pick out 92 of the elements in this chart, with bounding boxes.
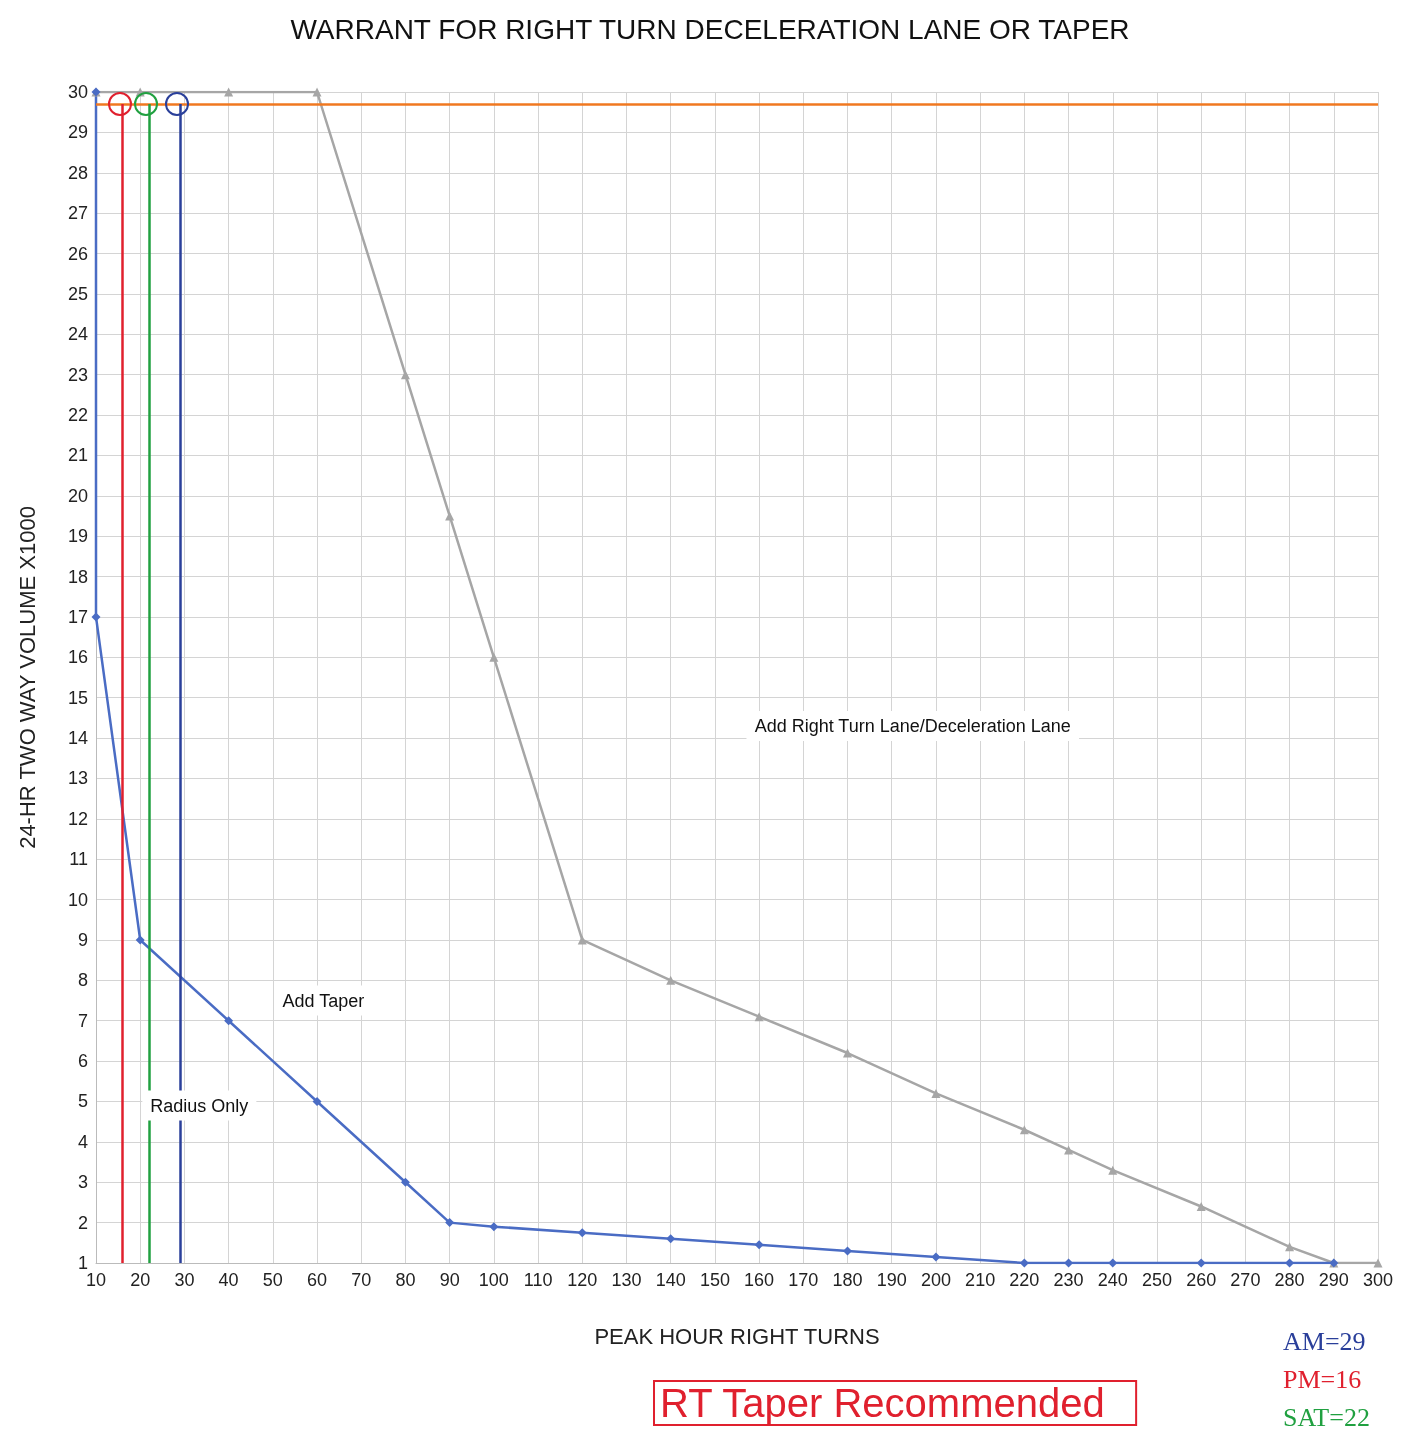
x-tick-label: 180 — [832, 1270, 863, 1290]
x-tick-label: 120 — [567, 1270, 598, 1290]
x-tick-label: 60 — [307, 1270, 328, 1290]
x-tick-label: 80 — [395, 1270, 416, 1290]
y-axis-title: 24-HR TWO WAY VOLUME X1000 — [14, 506, 40, 849]
x-tick-label: 100 — [478, 1270, 509, 1290]
y-tick-label: 25 — [67, 283, 88, 304]
y-tick-label: 11 — [69, 849, 88, 870]
y-tick-label: 24 — [67, 324, 88, 345]
x-tick-label: 220 — [1009, 1270, 1040, 1290]
point — [931, 1252, 941, 1262]
point — [1108, 1165, 1118, 1175]
ref-line-label: AM=29 — [1283, 1326, 1366, 1356]
x-tick-label: 110 — [523, 1270, 553, 1290]
y-tick-label: 2 — [77, 1212, 88, 1233]
y-tick-label: 10 — [67, 889, 88, 910]
annotation: Add Right Turn Lane/Deceleration Lane — [754, 715, 1071, 736]
annotation: Add Taper — [282, 990, 365, 1011]
x-tick-label: 20 — [130, 1270, 151, 1290]
x-tick-label: 70 — [351, 1270, 372, 1290]
y-tick-label: 13 — [67, 768, 88, 789]
point — [91, 612, 101, 622]
y-tick-label: 20 — [67, 485, 88, 506]
x-tick-label: 190 — [876, 1270, 907, 1290]
y-tick-label: 4 — [77, 1131, 88, 1152]
point — [312, 1096, 322, 1106]
x-tick-label: 150 — [699, 1270, 730, 1290]
ref-line-label: PM=16 — [1283, 1364, 1362, 1394]
point — [1373, 1258, 1383, 1268]
x-tick-label: 160 — [744, 1270, 775, 1290]
x-axis-title: PEAK HOUR RIGHT TURNS — [594, 1323, 880, 1349]
point — [224, 87, 234, 97]
x-tick-label: 270 — [1230, 1270, 1261, 1290]
point — [1196, 1258, 1206, 1268]
point — [843, 1048, 853, 1058]
point — [312, 87, 322, 97]
point — [135, 935, 145, 945]
y-tick-label: 28 — [67, 162, 88, 183]
point — [400, 1177, 410, 1187]
point — [754, 1240, 764, 1250]
x-tick-label: 260 — [1186, 1270, 1217, 1290]
x-tick-label: 200 — [920, 1270, 951, 1290]
x-tick-label: 250 — [1141, 1270, 1172, 1290]
y-tick-label: 15 — [67, 687, 88, 708]
point — [1196, 1201, 1206, 1211]
ref-line-label: SAT=22 — [1283, 1402, 1370, 1432]
y-tick-label: 22 — [67, 405, 88, 426]
x-tick-label: 230 — [1053, 1270, 1084, 1290]
point — [489, 652, 499, 662]
x-tick-label: 280 — [1274, 1270, 1305, 1290]
y-tick-label: 1 — [77, 1253, 88, 1273]
y-tick-label: 27 — [67, 203, 88, 224]
x-tick-label: 240 — [1097, 1270, 1128, 1290]
y-tick-label: 3 — [77, 1172, 88, 1193]
point — [489, 1222, 499, 1232]
y-tick-label: 16 — [67, 647, 88, 668]
y-tick-label: 19 — [67, 526, 88, 547]
chart-title: WARRANT FOR RIGHT TURN DECELERATION LANE OR TAPER — [290, 13, 1130, 45]
x-tick-label: 50 — [262, 1270, 283, 1290]
y-tick-label: 8 — [77, 970, 88, 991]
y-tick-label: 14 — [67, 728, 88, 749]
x-tick-label: 30 — [174, 1270, 195, 1290]
y-tick-label: 17 — [67, 606, 88, 627]
y-tick-label: 9 — [77, 929, 88, 950]
point — [666, 975, 676, 985]
text: RT Taper Recommended — [660, 1381, 1105, 1425]
point — [931, 1088, 941, 1098]
x-tick-label: 170 — [788, 1270, 819, 1290]
y-tick-label: 29 — [67, 122, 88, 143]
x-tick-label: 40 — [218, 1270, 239, 1290]
annotation: Radius Only — [150, 1095, 249, 1116]
point — [445, 1218, 455, 1228]
y-tick-label: 21 — [67, 445, 88, 466]
y-tick-label: 5 — [77, 1091, 88, 1112]
y-tick-label: 26 — [67, 243, 88, 264]
x-tick-label: 290 — [1318, 1270, 1349, 1290]
point — [577, 1228, 587, 1238]
x-tick-label: 130 — [611, 1270, 642, 1290]
y-tick-label: 30 — [67, 82, 88, 102]
x-tick-label: 300 — [1362, 1270, 1394, 1290]
y-tick-label: 6 — [77, 1051, 88, 1072]
point — [754, 1012, 764, 1022]
point — [224, 1016, 234, 1026]
y-tick-label: 23 — [67, 364, 88, 385]
x-tick-label: 90 — [439, 1270, 460, 1290]
x-tick-label: 210 — [965, 1270, 996, 1290]
y-tick-label: 7 — [77, 1010, 88, 1031]
point — [400, 370, 410, 380]
y-tick-label: 12 — [67, 808, 88, 829]
y-tick-label: 18 — [67, 566, 88, 587]
x-tick-label: 140 — [655, 1270, 686, 1290]
point — [666, 1234, 676, 1244]
